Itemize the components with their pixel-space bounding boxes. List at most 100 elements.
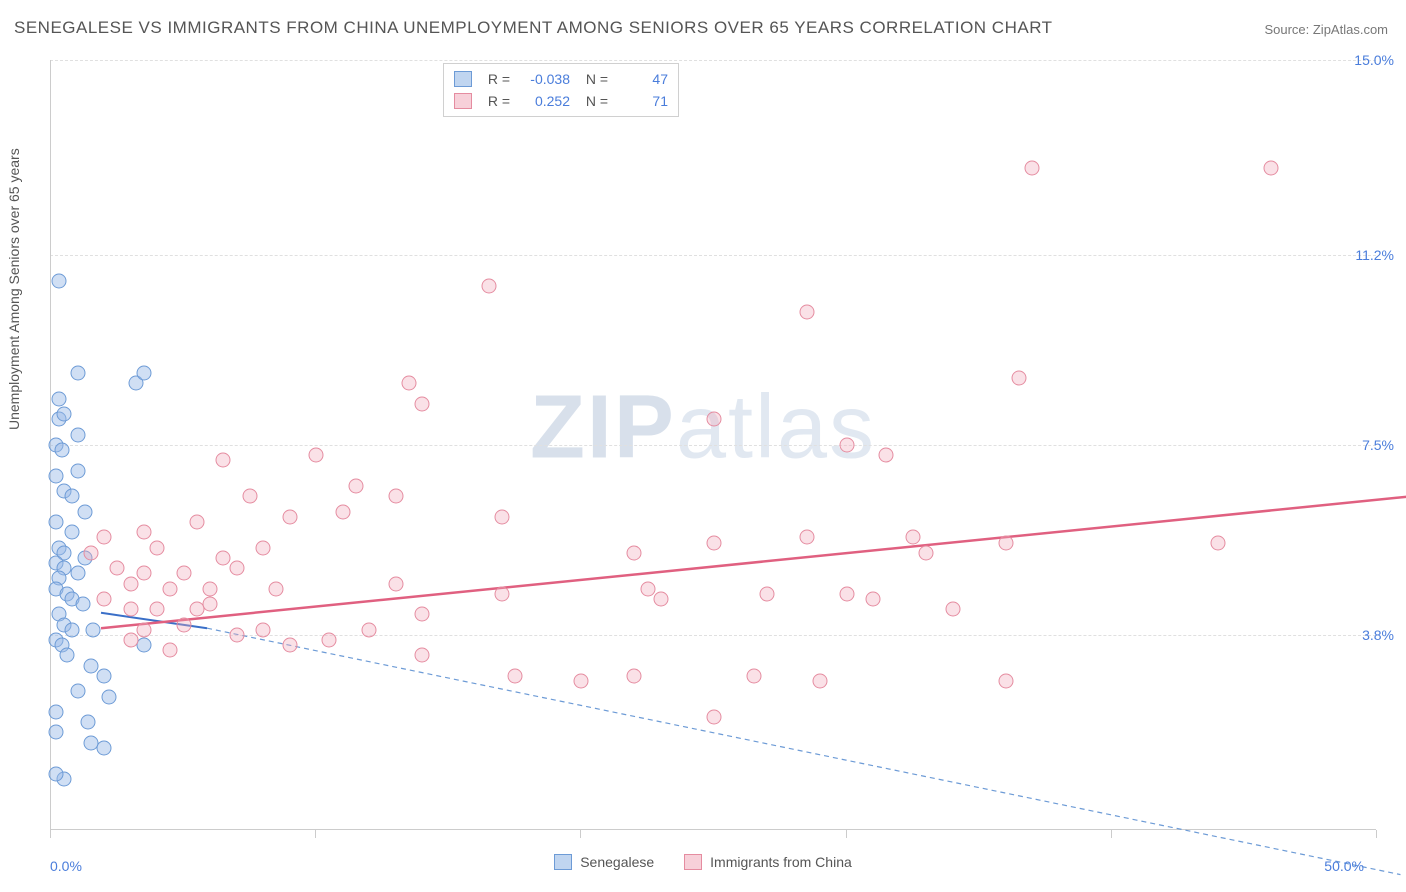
data-point-senegalese: [136, 638, 151, 653]
data-point-china: [998, 535, 1013, 550]
data-point-china: [189, 515, 204, 530]
data-point-china: [150, 602, 165, 617]
data-point-china: [309, 448, 324, 463]
data-point-senegalese: [49, 468, 64, 483]
legend-item-senegalese: Senegalese: [554, 854, 654, 870]
data-point-china: [123, 576, 138, 591]
data-point-china: [97, 592, 112, 607]
stats-row-senegalese: R = -0.038 N = 47: [454, 68, 668, 90]
data-point-china: [415, 396, 430, 411]
data-point-china: [229, 561, 244, 576]
stats-row-china: R = 0.252 N = 71: [454, 90, 668, 112]
data-point-china: [282, 509, 297, 524]
data-point-senegalese: [83, 658, 98, 673]
data-point-china: [83, 545, 98, 560]
plot-area: [50, 60, 1376, 830]
data-point-senegalese: [65, 622, 80, 637]
data-point-china: [813, 674, 828, 689]
data-point-china: [494, 509, 509, 524]
data-point-china: [269, 581, 284, 596]
data-point-senegalese: [59, 648, 74, 663]
correlation-chart: SENEGALESE VS IMMIGRANTS FROM CHINA UNEM…: [0, 0, 1406, 892]
data-point-china: [176, 566, 191, 581]
data-point-china: [216, 453, 231, 468]
source-label: Source: ZipAtlas.com: [1264, 22, 1388, 37]
data-point-senegalese: [49, 766, 64, 781]
data-point-china: [627, 669, 642, 684]
swatch-china-icon: [684, 854, 702, 870]
data-point-china: [707, 535, 722, 550]
data-point-china: [203, 597, 218, 612]
swatch-senegalese: [454, 71, 472, 87]
data-point-china: [945, 602, 960, 617]
data-point-china: [136, 525, 151, 540]
data-point-senegalese: [75, 597, 90, 612]
data-point-china: [640, 581, 655, 596]
chart-title: SENEGALESE VS IMMIGRANTS FROM CHINA UNEM…: [14, 18, 1053, 38]
data-point-china: [150, 540, 165, 555]
data-point-china: [335, 504, 350, 519]
data-point-senegalese: [86, 622, 101, 637]
data-point-china: [905, 530, 920, 545]
data-point-china: [256, 540, 271, 555]
data-point-china: [839, 438, 854, 453]
data-point-china: [203, 581, 218, 596]
data-point-china: [256, 622, 271, 637]
data-point-senegalese: [102, 689, 117, 704]
data-point-senegalese: [51, 391, 66, 406]
data-point-china: [415, 648, 430, 663]
data-point-china: [362, 622, 377, 637]
data-point-senegalese: [97, 669, 112, 684]
data-point-china: [574, 674, 589, 689]
data-point-senegalese: [70, 427, 85, 442]
trend-lines: [101, 120, 1406, 890]
data-point-china: [176, 617, 191, 632]
data-point-china: [799, 304, 814, 319]
data-point-china: [494, 586, 509, 601]
data-point-china: [163, 643, 178, 658]
data-point-china: [136, 622, 151, 637]
y-tick-label: 3.8%: [1362, 627, 1394, 643]
data-point-china: [388, 576, 403, 591]
data-point-china: [388, 489, 403, 504]
stats-legend: R = -0.038 N = 47 R = 0.252 N = 71: [443, 63, 679, 117]
data-point-china: [879, 448, 894, 463]
data-point-china: [508, 669, 523, 684]
bottom-legend: Senegalese Immigrants from China: [0, 854, 1406, 870]
data-point-china: [799, 530, 814, 545]
swatch-china: [454, 93, 472, 109]
data-point-senegalese: [78, 504, 93, 519]
data-point-senegalese: [70, 463, 85, 478]
data-point-china: [123, 602, 138, 617]
data-point-china: [919, 545, 934, 560]
data-point-china: [110, 561, 125, 576]
data-point-senegalese: [70, 684, 85, 699]
data-point-senegalese: [81, 715, 96, 730]
data-point-senegalese: [97, 740, 112, 755]
data-point-china: [653, 592, 668, 607]
data-point-china: [123, 633, 138, 648]
data-point-china: [1011, 371, 1026, 386]
data-point-senegalese: [54, 443, 69, 458]
data-point-senegalese: [49, 704, 64, 719]
data-point-china: [97, 530, 112, 545]
data-point-senegalese: [70, 366, 85, 381]
y-axis-label: Unemployment Among Seniors over 65 years: [6, 148, 22, 430]
y-tick-label: 11.2%: [1355, 247, 1394, 263]
swatch-senegalese-icon: [554, 854, 572, 870]
data-point-senegalese: [51, 273, 66, 288]
data-point-china: [229, 627, 244, 642]
data-point-china: [1210, 535, 1225, 550]
data-point-china: [282, 638, 297, 653]
data-point-china: [481, 278, 496, 293]
data-point-senegalese: [70, 566, 85, 581]
data-point-china: [707, 412, 722, 427]
data-point-senegalese: [136, 366, 151, 381]
data-point-china: [136, 566, 151, 581]
data-point-china: [402, 376, 417, 391]
data-point-china: [415, 607, 430, 622]
data-point-senegalese: [49, 515, 64, 530]
data-point-senegalese: [57, 407, 72, 422]
data-point-china: [348, 479, 363, 494]
data-point-china: [760, 586, 775, 601]
